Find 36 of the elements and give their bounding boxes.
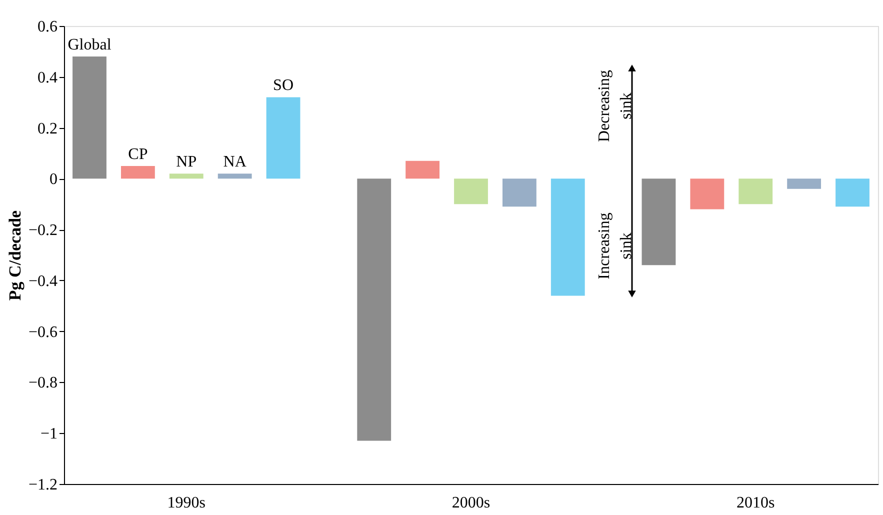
bar: [120, 166, 155, 179]
y-axis-title: Pg C/decade: [5, 210, 24, 301]
x-tick-label: 1990s: [167, 494, 206, 512]
series-label: NP: [176, 154, 197, 171]
bar: [72, 56, 106, 179]
x-tick-label: 2010s: [736, 494, 775, 512]
y-tick-label: 0.6: [38, 18, 58, 36]
y-tick-label: −0.8: [28, 374, 58, 392]
bar: [690, 178, 724, 210]
y-tick-label: 0: [50, 171, 58, 188]
annotation: Decreasing sink: [596, 70, 635, 142]
y-tick-label: −1.2: [28, 476, 58, 494]
bar: [787, 178, 822, 189]
bar: [218, 174, 252, 179]
bar: [406, 160, 440, 179]
annotation: Increasing sink: [596, 212, 635, 280]
series-label: NA: [223, 154, 247, 171]
bar: [266, 97, 300, 179]
y-tick-label: −0.4: [28, 272, 58, 290]
y-tick-label: 0.4: [38, 69, 58, 86]
bar: [836, 178, 870, 207]
y-tick-label: −0.6: [28, 324, 58, 341]
bar: [502, 178, 536, 207]
y-tick-label: 0.2: [38, 120, 58, 138]
x-tick-label: 2000s: [452, 494, 490, 512]
series-label: SO: [273, 77, 294, 94]
bar: [454, 178, 488, 204]
bar: [642, 178, 676, 266]
series-label: Global: [68, 36, 112, 54]
bar: [738, 178, 773, 204]
y-tick-label: −0.2: [28, 222, 58, 240]
series-label: CP: [128, 146, 148, 163]
bar: [169, 174, 204, 179]
y-tick-label: −1: [40, 426, 58, 443]
bar: [357, 178, 392, 441]
bar: [550, 178, 585, 296]
